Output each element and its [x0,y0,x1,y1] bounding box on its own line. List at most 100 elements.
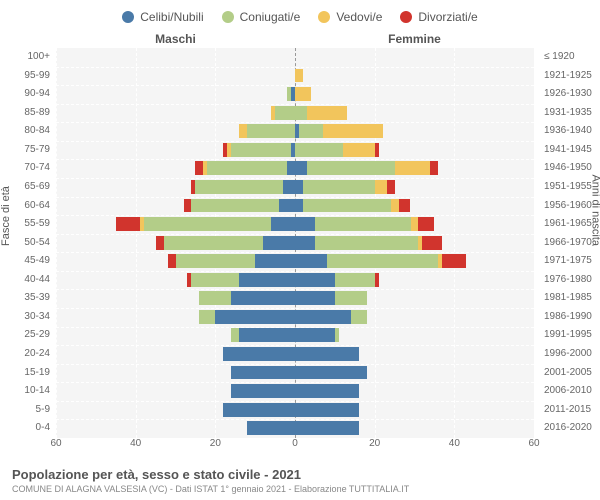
chart-footer: Popolazione per età, sesso e stato civil… [0,461,600,500]
age-label: 65-69 [0,178,54,197]
bar-segment [263,236,295,250]
bar-segment [231,384,295,398]
pyramid-row [56,234,534,253]
male-bar [191,180,295,194]
bar-segment [295,161,307,175]
gender-headers: Maschi Femmine [56,32,534,46]
pyramid-row [56,104,534,123]
legend-swatch [318,11,330,23]
bar-segment [195,161,203,175]
age-label: 30-34 [0,308,54,327]
male-bar [223,403,295,417]
chart-title: Popolazione per età, sesso e stato civil… [12,467,588,482]
year-label: 1981-1985 [540,289,600,308]
bar-segment [327,254,439,268]
male-bar [239,124,295,138]
legend-item: Vedovi/e [318,10,382,24]
x-tick: 20 [369,438,380,449]
female-bar [295,254,466,268]
bar-segment [275,106,295,120]
bar-segment [335,328,339,342]
pyramid-row [56,326,534,345]
year-label: 2001-2005 [540,364,600,383]
year-label: 2006-2010 [540,382,600,401]
age-labels: 100+95-9990-9485-8980-8475-7970-7465-696… [0,48,54,438]
male-bar [231,328,295,342]
bar-segment [391,199,399,213]
bar-segment [323,124,383,138]
bar-segment [195,180,283,194]
male-bar [287,87,295,101]
bar-segment [279,199,295,213]
year-label: 1926-1930 [540,85,600,104]
male-bar [199,291,295,305]
bar-segment [295,384,359,398]
male-bar [223,143,295,157]
pyramid-row [56,401,534,420]
x-tick: 60 [50,438,61,449]
age-label: 35-39 [0,289,54,308]
pyramid-row [56,289,534,308]
female-bar [295,328,339,342]
age-label: 15-19 [0,364,54,383]
year-label: 2016-2020 [540,419,600,438]
bar-segment [299,124,323,138]
female-bar [295,199,410,213]
bar-segment [303,180,375,194]
bar-segment [343,143,375,157]
chart-source: COMUNE DI ALAGNA VALSESIA (VC) - Dati IS… [12,484,588,494]
bar-segment [191,273,239,287]
header-female: Femmine [295,32,534,46]
bar-segment [295,69,303,83]
bar-segment [351,310,367,324]
age-label: 10-14 [0,382,54,401]
pyramid-row [56,67,534,86]
bar-segment [307,106,347,120]
legend-item: Celibi/Nubili [122,10,203,24]
bar-segment [231,366,295,380]
female-bar [295,217,434,231]
bar-segment [168,254,176,268]
year-label: 1936-1940 [540,122,600,141]
pyramid-row [56,159,534,178]
age-label: 75-79 [0,141,54,160]
bar-segment [287,161,295,175]
x-axis: 6040200204060 [56,438,534,452]
male-bar [223,347,295,361]
pyramid-row [56,197,534,216]
legend-swatch [400,11,412,23]
bar-segment [315,236,419,250]
pyramid-row [56,345,534,364]
bar-segment [295,291,335,305]
female-bar [295,161,438,175]
x-tick: 0 [292,438,298,449]
pyramid-row [56,308,534,327]
year-labels: ≤ 19201921-19251926-19301931-19351936-19… [540,48,600,438]
year-label: 2011-2015 [540,401,600,420]
year-label: 1986-1990 [540,308,600,327]
gridline [534,48,535,438]
female-bar [295,87,311,101]
bar-segment [418,217,434,231]
age-label: 0-4 [0,419,54,438]
male-bar [195,161,295,175]
bar-segment [422,236,442,250]
bar-segment [231,143,291,157]
year-label: 1996-2000 [540,345,600,364]
year-label: 1931-1935 [540,104,600,123]
bar-segment [176,254,256,268]
bar-segment [307,161,395,175]
bar-segment [295,366,367,380]
bar-segment [295,310,351,324]
pyramid-row [56,215,534,234]
bar-segment [231,291,295,305]
bar-segment [184,199,192,213]
x-tick: 20 [210,438,221,449]
bar-segment [283,180,295,194]
year-label: 1951-1955 [540,178,600,197]
male-bar [184,199,296,213]
male-bar [247,421,295,435]
female-bar [295,124,383,138]
bar-segment [295,143,343,157]
bar-segment [399,199,411,213]
